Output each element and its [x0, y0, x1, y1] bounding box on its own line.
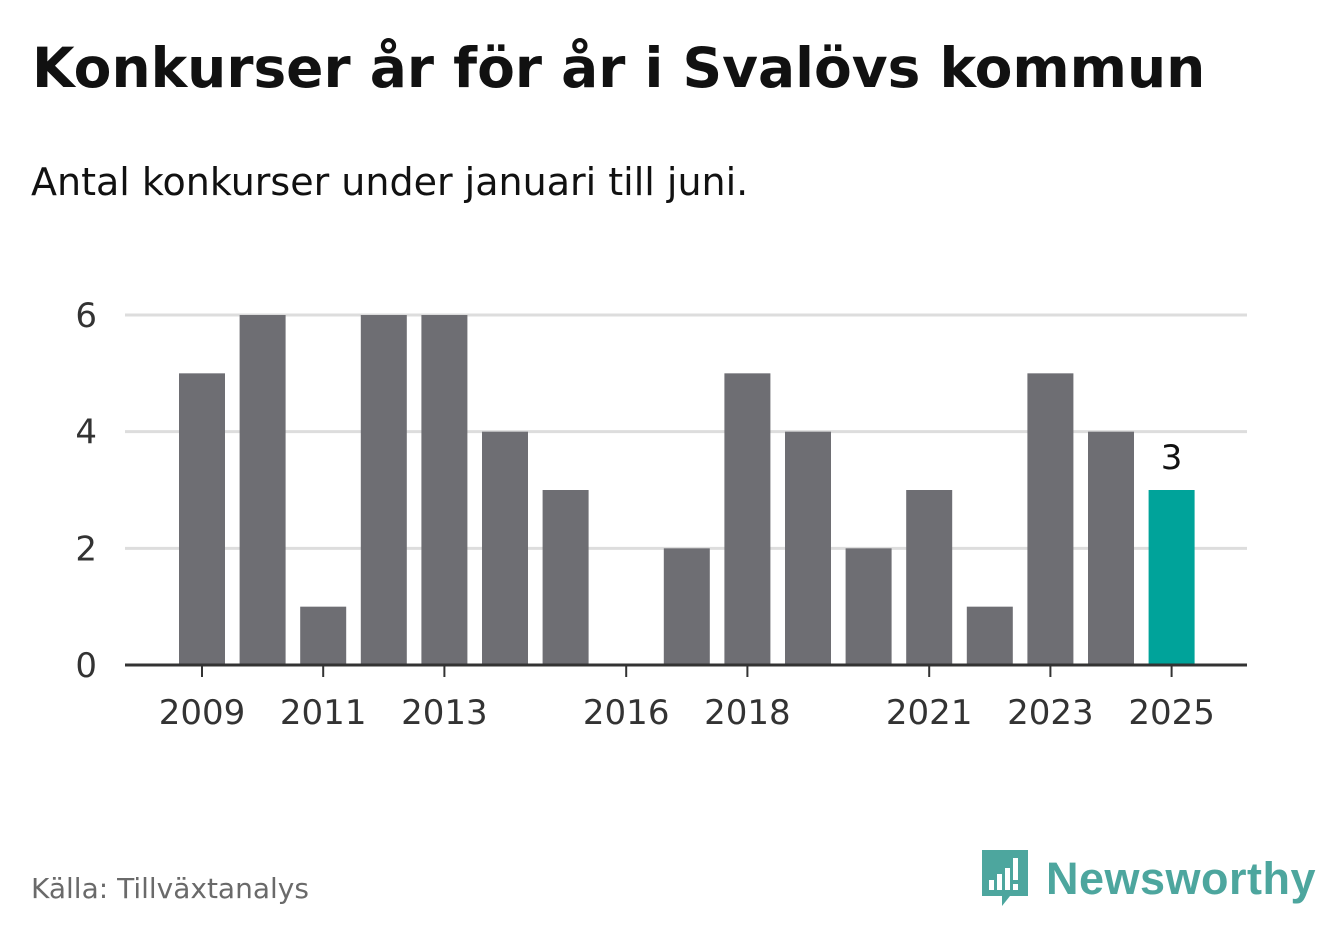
x-tick-label: 2009	[159, 693, 246, 733]
bar	[360, 315, 407, 665]
bar	[906, 490, 953, 665]
bar	[724, 373, 771, 665]
newsworthy-logo-icon	[982, 850, 1028, 906]
brand-name: Newsworthy	[1046, 853, 1317, 904]
bars	[179, 315, 1195, 665]
source-note: Källa: Tillväxtanalys	[31, 872, 309, 905]
chart-title: Konkurser år för år i Svalövs kommun	[32, 36, 1206, 100]
bar	[300, 606, 347, 665]
x-tick-label: 2023	[1007, 693, 1094, 733]
bar	[1027, 373, 1074, 665]
bar	[482, 431, 528, 665]
chart-subtitle: Antal konkurser under januari till juni.	[31, 160, 749, 204]
y-tick-label: 4	[75, 413, 97, 453]
x-tick-label: 2021	[886, 693, 973, 733]
brand-logo: Newsworthy	[980, 848, 1316, 910]
x-tick-label: 2025	[1128, 693, 1215, 733]
bar	[542, 490, 589, 665]
bar	[179, 373, 225, 665]
bar	[1088, 431, 1134, 665]
grid-lines	[125, 313, 1247, 550]
x-tick-label: 2013	[401, 693, 488, 733]
x-tick-label: 2018	[704, 693, 791, 733]
bar	[845, 548, 892, 665]
x-tick-label: 2016	[583, 693, 670, 733]
axes	[125, 663, 1247, 677]
bar	[663, 548, 710, 665]
labels: 0 2 4 6 2009 2011 2013 2016 2018 2021 2023 2025 3	[75, 296, 1215, 733]
y-tick-label: 6	[75, 296, 97, 336]
bar	[239, 315, 286, 665]
bar	[421, 315, 468, 665]
data-label: 3	[1161, 438, 1183, 478]
bar	[1148, 490, 1195, 665]
bar	[785, 431, 831, 665]
y-tick-label: 2	[75, 529, 97, 569]
bar	[966, 606, 1013, 665]
y-tick-label: 0	[75, 646, 97, 686]
x-tick-label: 2011	[280, 693, 367, 733]
